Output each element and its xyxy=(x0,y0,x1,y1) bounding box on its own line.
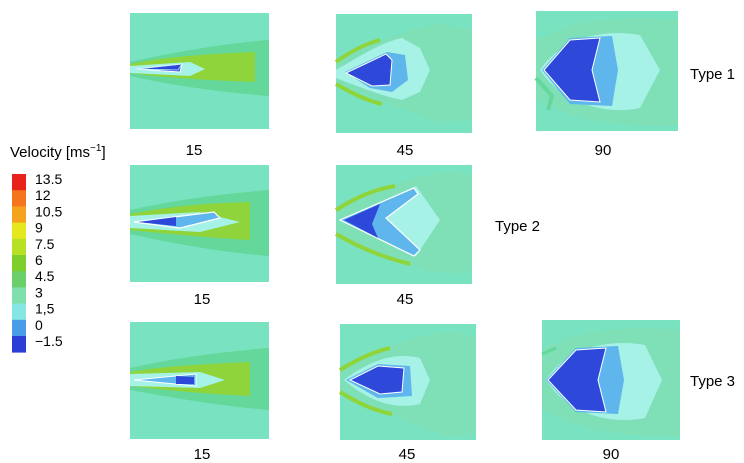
angle-label: 15 xyxy=(186,142,203,159)
contour-panel-type1-90 xyxy=(534,11,678,131)
legend-swatch xyxy=(12,303,26,321)
contour-panel-type2-15 xyxy=(130,165,269,282)
contour-panel-type2-45 xyxy=(334,165,472,284)
legend-swatch xyxy=(12,190,26,207)
contour-panel-type1-15 xyxy=(130,13,269,129)
row-type-2: Type 2 15 45 xyxy=(130,165,540,308)
angle-label: 90 xyxy=(603,446,620,463)
legend-label: 6 xyxy=(35,252,43,268)
legend-label: 9 xyxy=(35,220,43,236)
legend-label: 13.5 xyxy=(35,171,62,187)
legend-label: 10.5 xyxy=(35,203,62,219)
legend-swatch xyxy=(12,206,26,223)
row-label-type-3: Type 3 xyxy=(690,373,735,390)
legend-title: Velocity [ms−1] xyxy=(10,143,106,161)
contour-panel-type3-90 xyxy=(541,320,680,440)
contour-panel-type1-45 xyxy=(334,14,472,133)
legend-swatch xyxy=(12,255,26,272)
legend-swatches xyxy=(12,174,26,353)
row-label-type-2: Type 2 xyxy=(495,218,540,235)
angle-label: 45 xyxy=(397,142,414,159)
legend-label: 1,5 xyxy=(35,301,55,317)
legend-swatch xyxy=(12,222,26,240)
legend-swatch xyxy=(12,287,26,304)
angle-label: 45 xyxy=(397,291,414,308)
legend-label: 4.5 xyxy=(35,268,55,284)
row-type-1: Type 1 15 45 90 xyxy=(130,11,735,159)
legend-label: 12 xyxy=(35,187,51,203)
legend-label: −1.5 xyxy=(35,333,63,349)
legend-swatch xyxy=(12,174,26,191)
row-type-3: Type 3 15 45 90 xyxy=(130,320,735,463)
legend-label: 3 xyxy=(35,284,43,300)
legend-label: 0 xyxy=(35,317,43,333)
angle-label: 45 xyxy=(399,446,416,463)
legend-swatch xyxy=(12,336,26,353)
contour-panel-type3-15 xyxy=(130,322,269,439)
angle-label: 15 xyxy=(194,446,211,463)
legend-label: 7.5 xyxy=(35,236,55,252)
contour-panel-type3-45 xyxy=(338,324,476,440)
row-label-type-1: Type 1 xyxy=(690,66,735,83)
legend-swatch xyxy=(12,319,26,337)
velocity-legend: Velocity [ms−1] 13.51210.597.564.531,50−… xyxy=(10,143,106,353)
legend-swatch xyxy=(12,271,26,288)
legend-swatch xyxy=(12,238,26,256)
angle-label: 15 xyxy=(194,291,211,308)
angle-label: 90 xyxy=(595,142,612,159)
